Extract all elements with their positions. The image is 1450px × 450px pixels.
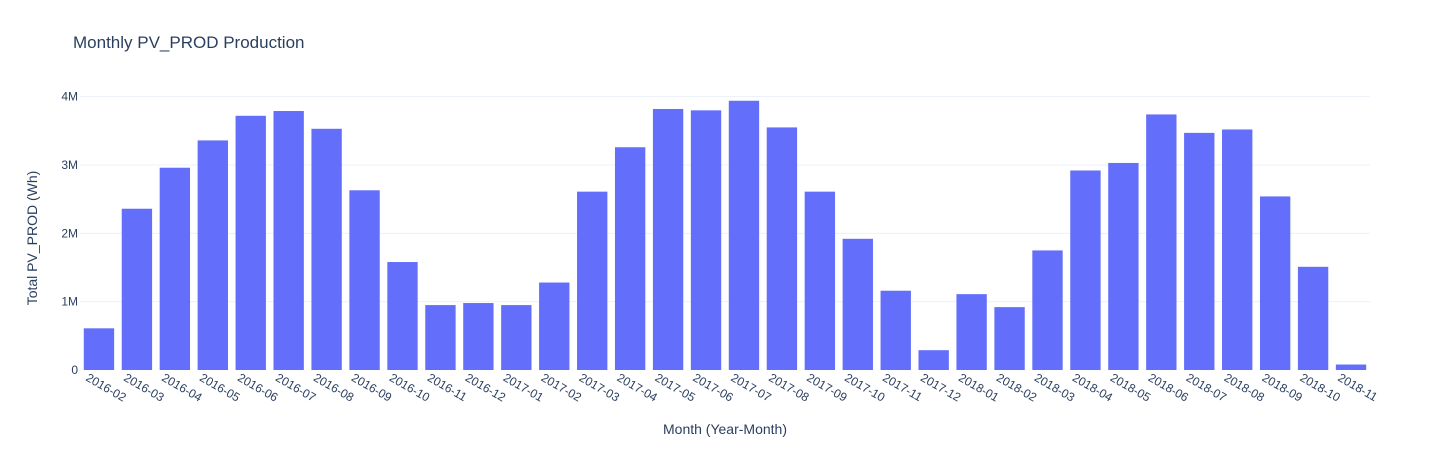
x-tick-label: 2018-09	[1260, 370, 1305, 404]
y-tick-label: 4M	[61, 90, 78, 104]
x-tick-labels: 2016-022016-032016-042016-052016-062016-…	[83, 370, 1380, 404]
x-tick-label: 2017-01	[501, 370, 546, 404]
bar-2017-05[interactable]	[652, 108, 684, 370]
bar-2016-11[interactable]	[425, 305, 456, 370]
bar-2018-04[interactable]	[1070, 170, 1101, 370]
bar-2016-09[interactable]	[349, 190, 380, 370]
bar-2018-07[interactable]	[1184, 132, 1215, 370]
bar-2016-06[interactable]	[235, 115, 266, 370]
bar-2018-10[interactable]	[1297, 266, 1329, 370]
x-tick-label: 2018-03	[1032, 370, 1077, 404]
x-tick-label: 2018-10	[1298, 370, 1343, 404]
bar-2017-02[interactable]	[539, 282, 570, 370]
bar-2017-11[interactable]	[880, 290, 911, 370]
y-tick-labels: 0 1M 2M 3M 4M	[61, 90, 78, 377]
bar-2016-05[interactable]	[197, 140, 228, 370]
bar-2018-02[interactable]	[994, 307, 1025, 370]
bar-2018-01[interactable]	[956, 294, 987, 370]
x-tick-label: 2018-06	[1146, 370, 1191, 404]
x-tick-label: 2016-12	[463, 370, 508, 404]
x-tick-label: 2016-04	[159, 370, 204, 404]
chart-title: Monthly PV_PROD Production	[73, 33, 305, 52]
x-axis-label: Month (Year-Month)	[663, 421, 787, 437]
x-tick-label: 2017-05	[653, 370, 698, 404]
x-tick-label: 2016-06	[235, 370, 280, 404]
x-tick-label: 2016-08	[311, 370, 356, 404]
x-tick-label: 2018-01	[956, 370, 1001, 404]
y-axis-label: Total PV_PROD (Wh)	[24, 171, 40, 306]
x-tick-label: 2016-05	[197, 370, 242, 404]
bar-2018-08[interactable]	[1222, 129, 1253, 370]
x-tick-label: 2017-06	[691, 370, 736, 404]
bar-2016-04[interactable]	[159, 167, 191, 370]
x-tick-label: 2018-08	[1222, 370, 1267, 404]
x-tick-label: 2017-07	[728, 370, 773, 404]
bar-2018-06[interactable]	[1146, 114, 1177, 370]
bar-2017-09[interactable]	[804, 191, 836, 370]
bar-2017-03[interactable]	[577, 191, 608, 370]
bars	[83, 100, 1367, 371]
bar-2017-10[interactable]	[842, 238, 873, 370]
bar-2018-05[interactable]	[1108, 162, 1139, 370]
bar-2016-02[interactable]	[83, 328, 115, 370]
x-tick-label: 2018-04	[1070, 370, 1115, 404]
bar-2017-04[interactable]	[614, 147, 646, 370]
x-tick-label: 2017-03	[577, 370, 622, 404]
y-tick-label: 3M	[61, 158, 78, 172]
bar-2016-03[interactable]	[121, 208, 153, 370]
x-tick-label: 2017-10	[842, 370, 887, 404]
bar-2017-12[interactable]	[918, 350, 949, 370]
bar-2018-11[interactable]	[1335, 364, 1367, 370]
y-tick-label: 2M	[61, 226, 78, 240]
x-tick-label: 2017-11	[880, 370, 925, 404]
x-tick-label: 2016-11	[425, 370, 470, 404]
x-tick-label: 2016-07	[273, 370, 318, 404]
bar-2017-06[interactable]	[690, 110, 722, 370]
bar-2017-01[interactable]	[501, 305, 532, 370]
bar-2016-07[interactable]	[273, 111, 304, 371]
bar-2018-03[interactable]	[1032, 250, 1063, 370]
x-tick-label: 2018-11	[1336, 370, 1381, 404]
bar-2016-10[interactable]	[387, 262, 418, 370]
bar-2016-12[interactable]	[463, 303, 494, 370]
bar-2017-07[interactable]	[728, 100, 760, 371]
x-tick-label: 2017-02	[539, 370, 584, 404]
x-tick-label: 2016-02	[83, 370, 128, 404]
y-tick-label: 0	[71, 363, 78, 377]
x-tick-label: 2018-05	[1108, 370, 1153, 404]
x-tick-label: 2016-03	[121, 370, 166, 404]
x-tick-label: 2017-08	[766, 370, 811, 404]
x-tick-label: 2016-10	[387, 370, 432, 404]
x-tick-label: 2018-02	[994, 370, 1039, 404]
bar-2017-08[interactable]	[766, 127, 798, 371]
y-tick-label: 1M	[61, 295, 78, 309]
bar-2016-08[interactable]	[311, 128, 342, 370]
x-tick-label: 2016-09	[349, 370, 394, 404]
x-tick-label: 2017-12	[918, 370, 963, 404]
x-tick-label: 2018-07	[1184, 370, 1229, 404]
bar-2018-09[interactable]	[1259, 196, 1291, 370]
x-tick-label: 2017-09	[804, 370, 849, 404]
x-tick-label: 2017-04	[615, 370, 660, 404]
